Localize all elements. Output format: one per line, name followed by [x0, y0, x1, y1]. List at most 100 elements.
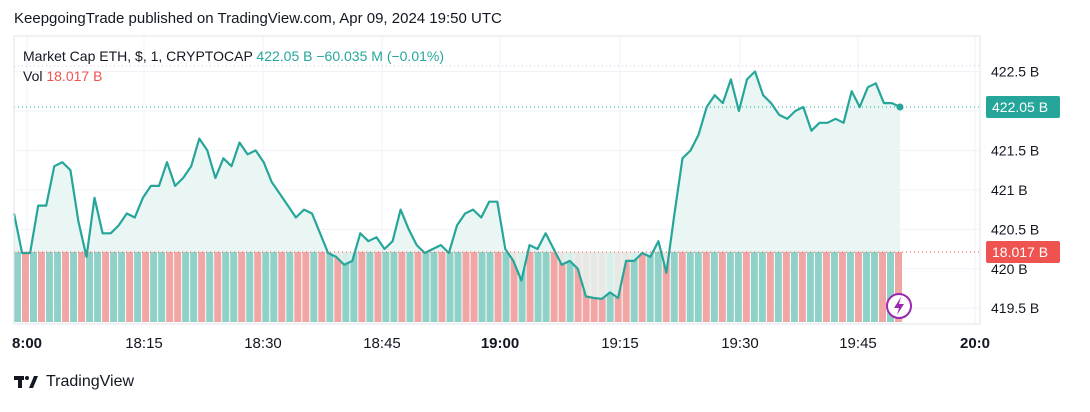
volume-bar: [502, 252, 510, 322]
volume-bar: [718, 252, 726, 322]
volume-bar: [310, 252, 318, 322]
volume-bar: [486, 252, 494, 322]
y-tick-label: 421 B: [991, 182, 1028, 198]
lightning-bolt: [894, 297, 904, 315]
volume-bar: [886, 252, 894, 322]
volume-bar: [78, 252, 86, 322]
volume-bar: [494, 252, 502, 322]
volume-bar: [638, 252, 646, 322]
x-tick-label: 18:45: [363, 335, 401, 352]
volume-bar: [894, 252, 902, 322]
volume-bar: [846, 252, 854, 322]
y-tick-label: 421.5 B: [991, 142, 1039, 158]
volume-bar: [302, 252, 310, 322]
volume-bar: [406, 252, 414, 322]
volume-bar: [318, 252, 326, 322]
volume-bar: [710, 252, 718, 322]
volume-bar: [366, 252, 374, 322]
volume-bar: [438, 252, 446, 322]
volume-bar: [270, 252, 278, 322]
volume-bar: [646, 252, 654, 322]
volume-bar: [854, 252, 862, 322]
y-tick-label: 419.5 B: [991, 300, 1039, 316]
volume-bar: [94, 252, 102, 322]
volume-bar: [286, 252, 294, 322]
chart-legend: Market Cap ETH, $, 1, CRYPTOCAP 422.05 B…: [23, 46, 444, 86]
volume-bar: [390, 252, 398, 322]
tradingview-logo-icon: [14, 376, 38, 388]
volume-bar: [102, 252, 110, 322]
footer-brand[interactable]: TradingView: [14, 373, 134, 391]
volume-bar: [238, 252, 246, 322]
volume-bar: [630, 252, 638, 322]
x-tick-label: 18:30: [244, 335, 282, 352]
volume-bar: [22, 252, 30, 322]
volume-bar: [326, 252, 334, 322]
volume-bar: [798, 252, 806, 322]
volume-bar: [822, 252, 830, 322]
price-line: [12, 70, 901, 300]
volume-bar: [462, 252, 470, 322]
volume-bar: [662, 252, 670, 322]
volume-bar: [38, 252, 46, 322]
volume-bar: [190, 252, 198, 322]
volume-bar: [814, 252, 822, 322]
volume-bar: [358, 252, 366, 322]
volume-bar: [350, 252, 358, 322]
last-price-dot: [896, 103, 904, 111]
published-header: KeepgoingTrade published on TradingView.…: [14, 10, 502, 27]
volume-bar: [70, 252, 78, 322]
volume-bar: [806, 252, 814, 322]
volume-bar: [550, 252, 558, 322]
volume-bar: [342, 252, 350, 322]
price-badge-label: 422.05 B: [992, 99, 1048, 115]
volume-badge: [986, 241, 1060, 263]
y-tick-label: 422.5 B: [991, 64, 1039, 80]
volume-bar: [142, 252, 150, 322]
volume-bar: [654, 252, 662, 322]
volume-bar: [510, 252, 518, 322]
volume-bar: [558, 252, 566, 322]
volume-bar: [686, 252, 694, 322]
volume-bar: [878, 252, 886, 322]
volume-bar: [246, 252, 254, 322]
volume-bar: [398, 252, 406, 322]
legend-symbol: Market Cap ETH, $, 1, CRYPTOCAP: [23, 48, 253, 64]
volume-bar: [702, 252, 710, 322]
x-tick-label: 19:15: [601, 335, 639, 352]
volume-bar: [158, 252, 166, 322]
volume-bar: [374, 252, 382, 322]
volume-bar: [446, 252, 454, 322]
volume-bar: [574, 252, 582, 322]
volume-bar: [454, 252, 462, 322]
volume-bar: [150, 252, 158, 322]
volume-bar: [46, 252, 54, 322]
volume-bar: [382, 252, 390, 322]
volume-bar: [118, 252, 126, 322]
volume-bar: [278, 252, 286, 322]
volume-bar: [774, 252, 782, 322]
volume-bar: [422, 252, 430, 322]
x-tick-label: 19:30: [721, 335, 759, 352]
price-badge: [986, 96, 1060, 119]
volume-bar: [470, 252, 478, 322]
volume-bar: [526, 252, 534, 322]
volume-bar: [790, 252, 798, 322]
volume-bar: [414, 252, 422, 322]
y-tick-label: 420.5 B: [991, 221, 1039, 237]
volume-bar: [294, 252, 302, 322]
volume-bar: [478, 252, 486, 322]
volume-bar: [62, 252, 70, 322]
volume-bar: [750, 252, 758, 322]
x-tick-label: 18:15: [125, 335, 163, 352]
x-tick-label: 19:00: [481, 335, 519, 352]
volume-bar: [542, 252, 550, 322]
volume-bar: [694, 252, 702, 322]
volume-bar: [830, 252, 838, 322]
volume-bar: [166, 252, 174, 322]
volume-bar: [30, 252, 38, 322]
volume-bar: [430, 252, 438, 322]
volume-badge-label: 18.017 B: [992, 244, 1048, 260]
